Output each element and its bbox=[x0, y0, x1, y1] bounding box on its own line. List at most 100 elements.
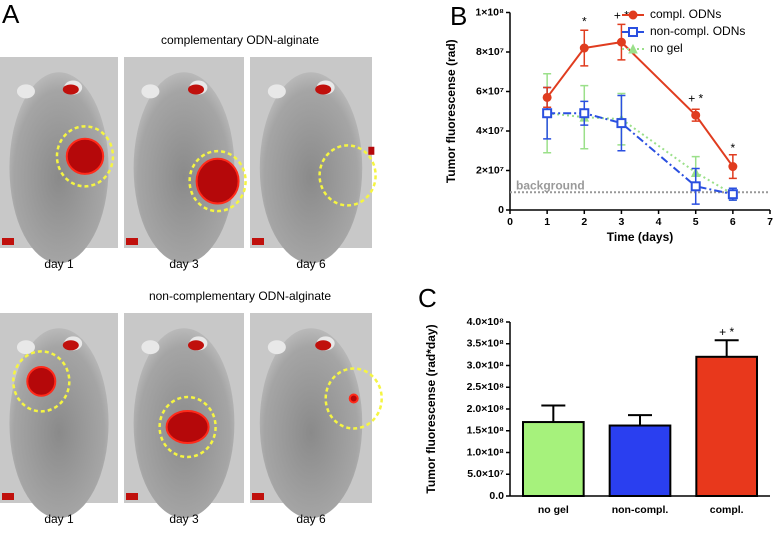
error-bar bbox=[628, 414, 652, 426]
mouse-body bbox=[259, 72, 363, 264]
tumor-outline bbox=[158, 395, 217, 459]
marker bbox=[542, 108, 553, 119]
signal bbox=[126, 493, 138, 500]
signal bbox=[2, 238, 14, 245]
tumor-outline bbox=[55, 125, 115, 188]
signal bbox=[62, 340, 79, 351]
panel-letter: B bbox=[450, 1, 467, 31]
mouse-image bbox=[250, 57, 377, 264]
significance: + * bbox=[614, 9, 629, 23]
x-tick-label: compl. bbox=[710, 504, 744, 516]
tumor-outline bbox=[188, 149, 247, 213]
y-axis-title: Tumor fluorescense (rad) bbox=[444, 39, 458, 183]
x-tick-label: 2 bbox=[581, 216, 587, 228]
eye bbox=[141, 84, 160, 99]
marker bbox=[616, 118, 627, 129]
marker bbox=[616, 37, 626, 47]
eye bbox=[267, 340, 286, 355]
panel-letter: A bbox=[2, 0, 20, 29]
group-title: non-complementary ODN-alginate bbox=[149, 289, 331, 303]
y-tick-label: 1×10⁸ bbox=[475, 6, 504, 18]
x-tick-label: 1 bbox=[544, 216, 550, 228]
marker bbox=[579, 43, 589, 53]
mouse-image bbox=[0, 57, 118, 264]
y-tick-label: 6×10⁷ bbox=[476, 85, 504, 97]
legend-label: compl. ODNs bbox=[650, 7, 721, 21]
mouse-body bbox=[133, 72, 235, 264]
y-tick-label: 3.0×10⁸ bbox=[467, 359, 504, 371]
legend-label: no gel bbox=[650, 41, 683, 55]
tumor-outline bbox=[318, 144, 377, 207]
series-line bbox=[547, 112, 734, 196]
x-tick-label: 6 bbox=[730, 216, 736, 228]
group-title: complementary ODN-alginate bbox=[161, 33, 319, 47]
day-label: day 1 bbox=[44, 512, 74, 526]
bar bbox=[608, 424, 672, 497]
tumor-signal bbox=[26, 366, 57, 397]
signal bbox=[188, 340, 204, 351]
legend-marker bbox=[628, 27, 638, 37]
y-tick-label: 4.0×10⁸ bbox=[467, 316, 504, 328]
day-label: day 3 bbox=[169, 257, 199, 271]
y-tick-label: 0 bbox=[498, 204, 504, 216]
marker bbox=[727, 189, 738, 200]
mouse-image bbox=[124, 313, 244, 519]
significance: + * bbox=[719, 325, 734, 339]
y-tick-label: 8×10⁷ bbox=[476, 46, 504, 58]
eye bbox=[16, 84, 35, 99]
marker bbox=[728, 162, 738, 172]
y-tick-label: 2.5×10⁸ bbox=[467, 381, 504, 393]
x-tick-label: no gel bbox=[538, 504, 569, 516]
y-tick-label: 0.0 bbox=[489, 490, 504, 502]
tumor-outline bbox=[324, 367, 383, 430]
tumor-signal bbox=[348, 393, 359, 404]
x-tick-label: 4 bbox=[656, 216, 662, 228]
error-bar bbox=[541, 404, 566, 423]
tumor-signal bbox=[65, 137, 105, 175]
significance: + * bbox=[688, 92, 703, 106]
x-tick-label: 7 bbox=[767, 216, 773, 228]
x-tick-label: 3 bbox=[619, 216, 625, 228]
y-tick-label: 2.0×10⁸ bbox=[467, 403, 504, 415]
series-line bbox=[546, 41, 734, 168]
signal bbox=[252, 238, 264, 245]
y-tick-label: 4×10⁷ bbox=[476, 125, 504, 137]
mouse-image bbox=[250, 313, 383, 519]
signal bbox=[315, 340, 332, 351]
eye bbox=[16, 340, 35, 355]
y-tick-label: 1.5×10⁸ bbox=[467, 425, 504, 437]
marker bbox=[542, 92, 552, 102]
legend-label: non-compl. ODNs bbox=[650, 24, 745, 38]
error-bar bbox=[714, 339, 739, 357]
tumor-signal bbox=[165, 410, 210, 444]
x-axis-title: Time (days) bbox=[607, 230, 673, 244]
bar bbox=[695, 355, 758, 497]
day-label: day 6 bbox=[296, 257, 326, 271]
day-label: day 1 bbox=[44, 257, 74, 271]
eye bbox=[267, 84, 286, 99]
tumor-signal bbox=[368, 146, 375, 155]
day-label: day 6 bbox=[296, 512, 326, 526]
signal bbox=[126, 238, 138, 245]
y-axis-title: Tumor fluorescense (rad*day) bbox=[424, 324, 438, 493]
legend-marker bbox=[628, 43, 638, 54]
signal bbox=[2, 493, 14, 500]
eye bbox=[141, 340, 160, 355]
signal bbox=[252, 493, 264, 500]
mouse-body bbox=[259, 328, 363, 519]
x-tick-label: non-compl. bbox=[612, 504, 669, 516]
signal bbox=[315, 84, 332, 95]
y-tick-label: 2×10⁷ bbox=[476, 164, 504, 176]
x-tick-label: 0 bbox=[507, 216, 513, 228]
bar bbox=[522, 421, 585, 497]
background-label: background bbox=[516, 178, 585, 192]
legend-marker bbox=[628, 10, 638, 20]
y-tick-label: 3.5×10⁸ bbox=[467, 338, 504, 350]
significance: * bbox=[582, 15, 587, 29]
mouse-image bbox=[124, 57, 247, 264]
marker bbox=[691, 110, 701, 120]
y-tick-label: 5.0×10⁷ bbox=[467, 468, 504, 480]
tumor-signal bbox=[195, 157, 240, 205]
significance: * bbox=[731, 141, 736, 155]
